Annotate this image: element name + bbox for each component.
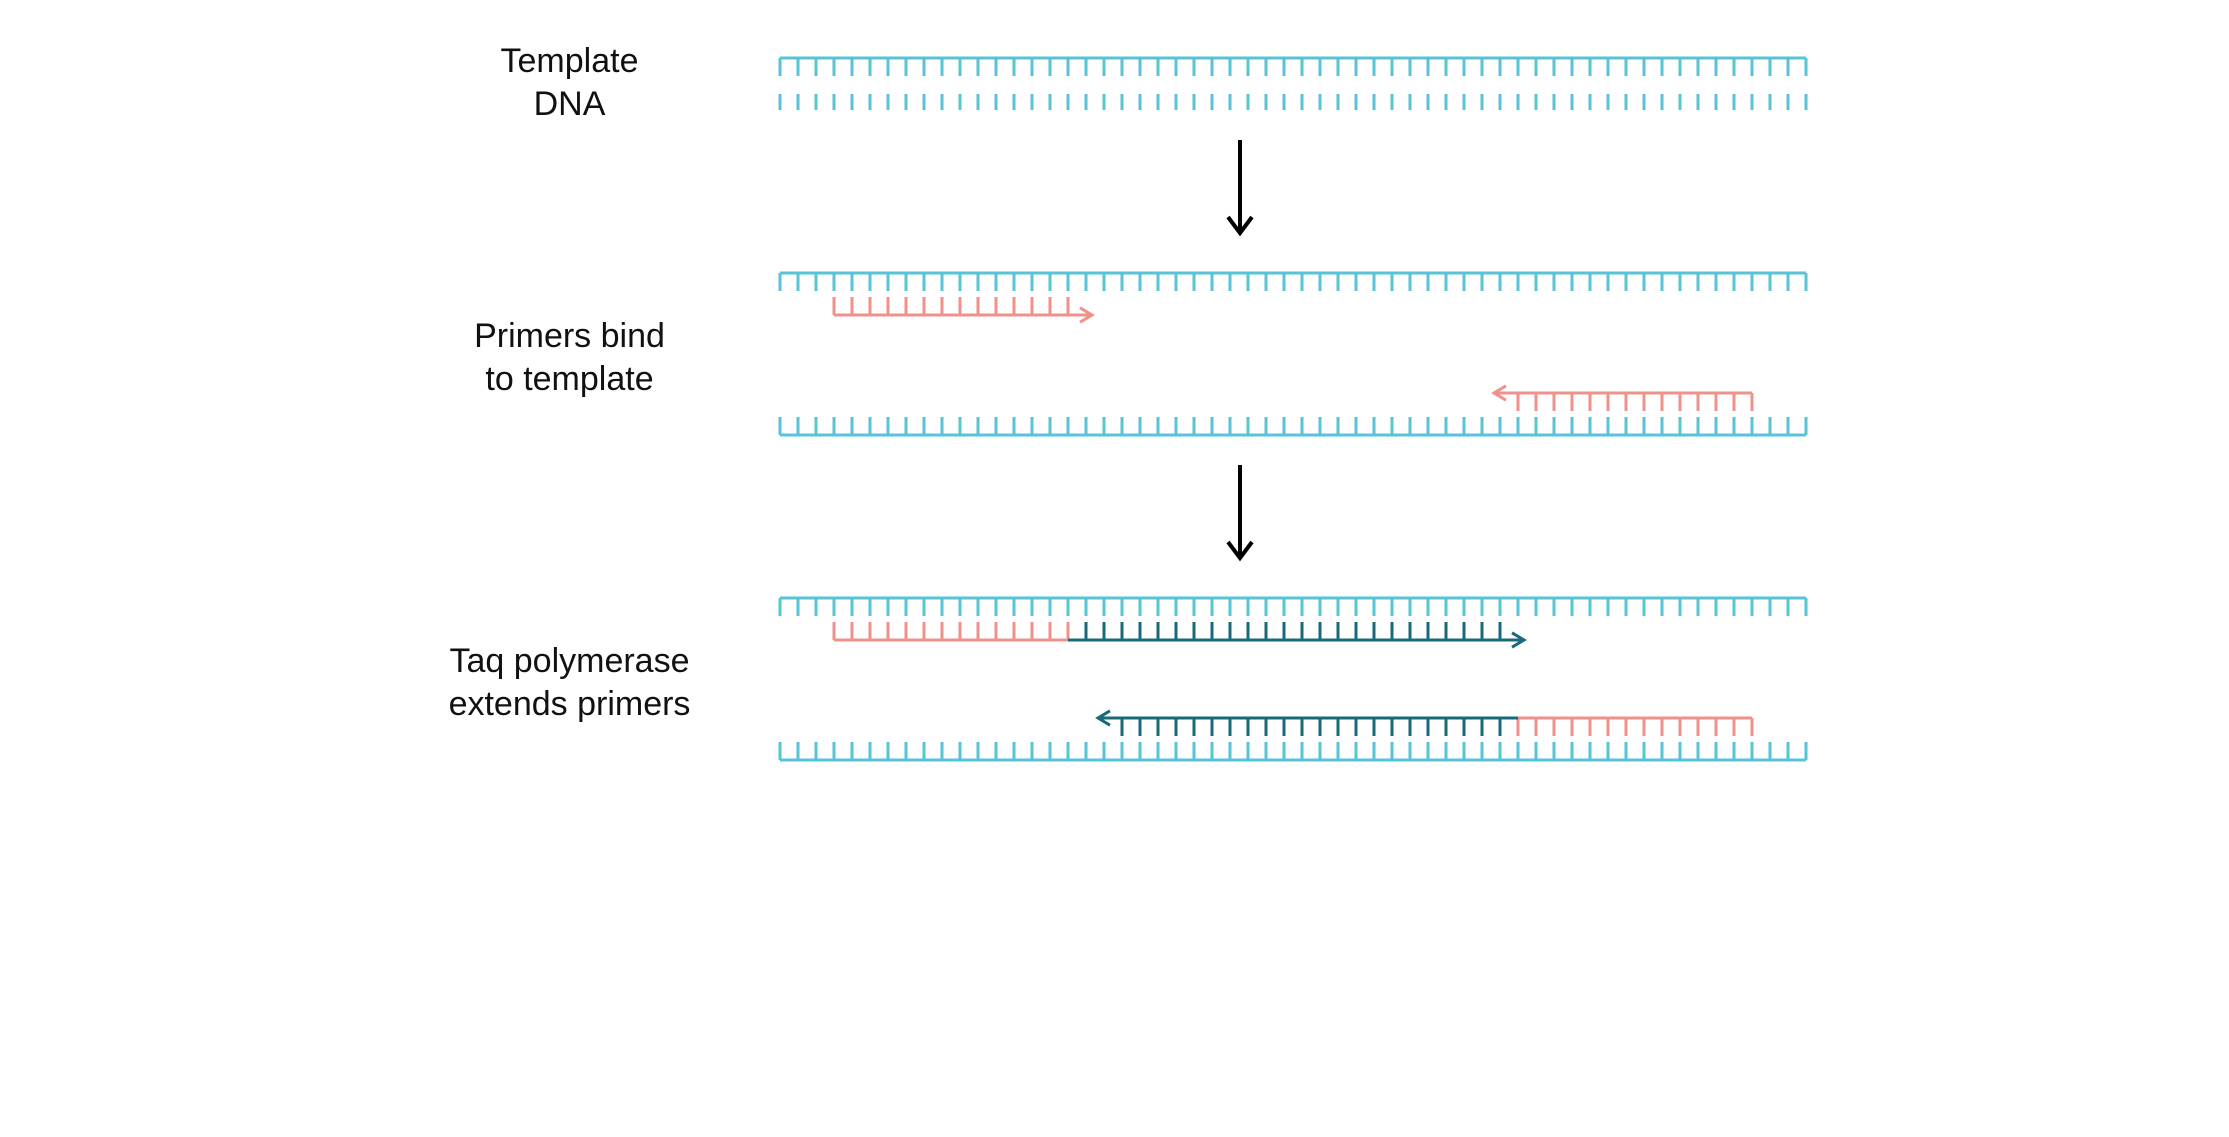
down-arrow-icon	[1220, 460, 1260, 570]
label-primers-line2: to template	[485, 360, 653, 398]
svg-extension	[770, 590, 1830, 770]
label-template: Template DNA	[390, 40, 770, 125]
stage-template: Template DNA	[390, 40, 1840, 125]
down-arrow-icon	[1220, 135, 1260, 245]
pcr-diagram: Template DNA Primers bind to template Ta	[390, 40, 1840, 775]
arrow-1	[390, 135, 1840, 245]
graphic-extension	[770, 590, 1840, 775]
label-extension: Taq polymerase extends primers	[390, 640, 770, 725]
arrow-2	[390, 460, 1840, 570]
svg-primers	[770, 265, 1830, 445]
svg-template	[770, 50, 1830, 110]
graphic-template	[770, 50, 1840, 115]
label-extension-line2: extends primers	[449, 685, 691, 723]
label-extension-line1: Taq polymerase	[449, 642, 689, 680]
label-primers-line1: Primers bind	[474, 317, 665, 355]
label-primers: Primers bind to template	[390, 315, 770, 400]
label-template-line1: Template	[501, 42, 639, 80]
label-template-line2: DNA	[534, 85, 606, 123]
stage-primers: Primers bind to template	[390, 265, 1840, 450]
graphic-primers	[770, 265, 1840, 450]
stage-extension: Taq polymerase extends primers	[390, 590, 1840, 775]
